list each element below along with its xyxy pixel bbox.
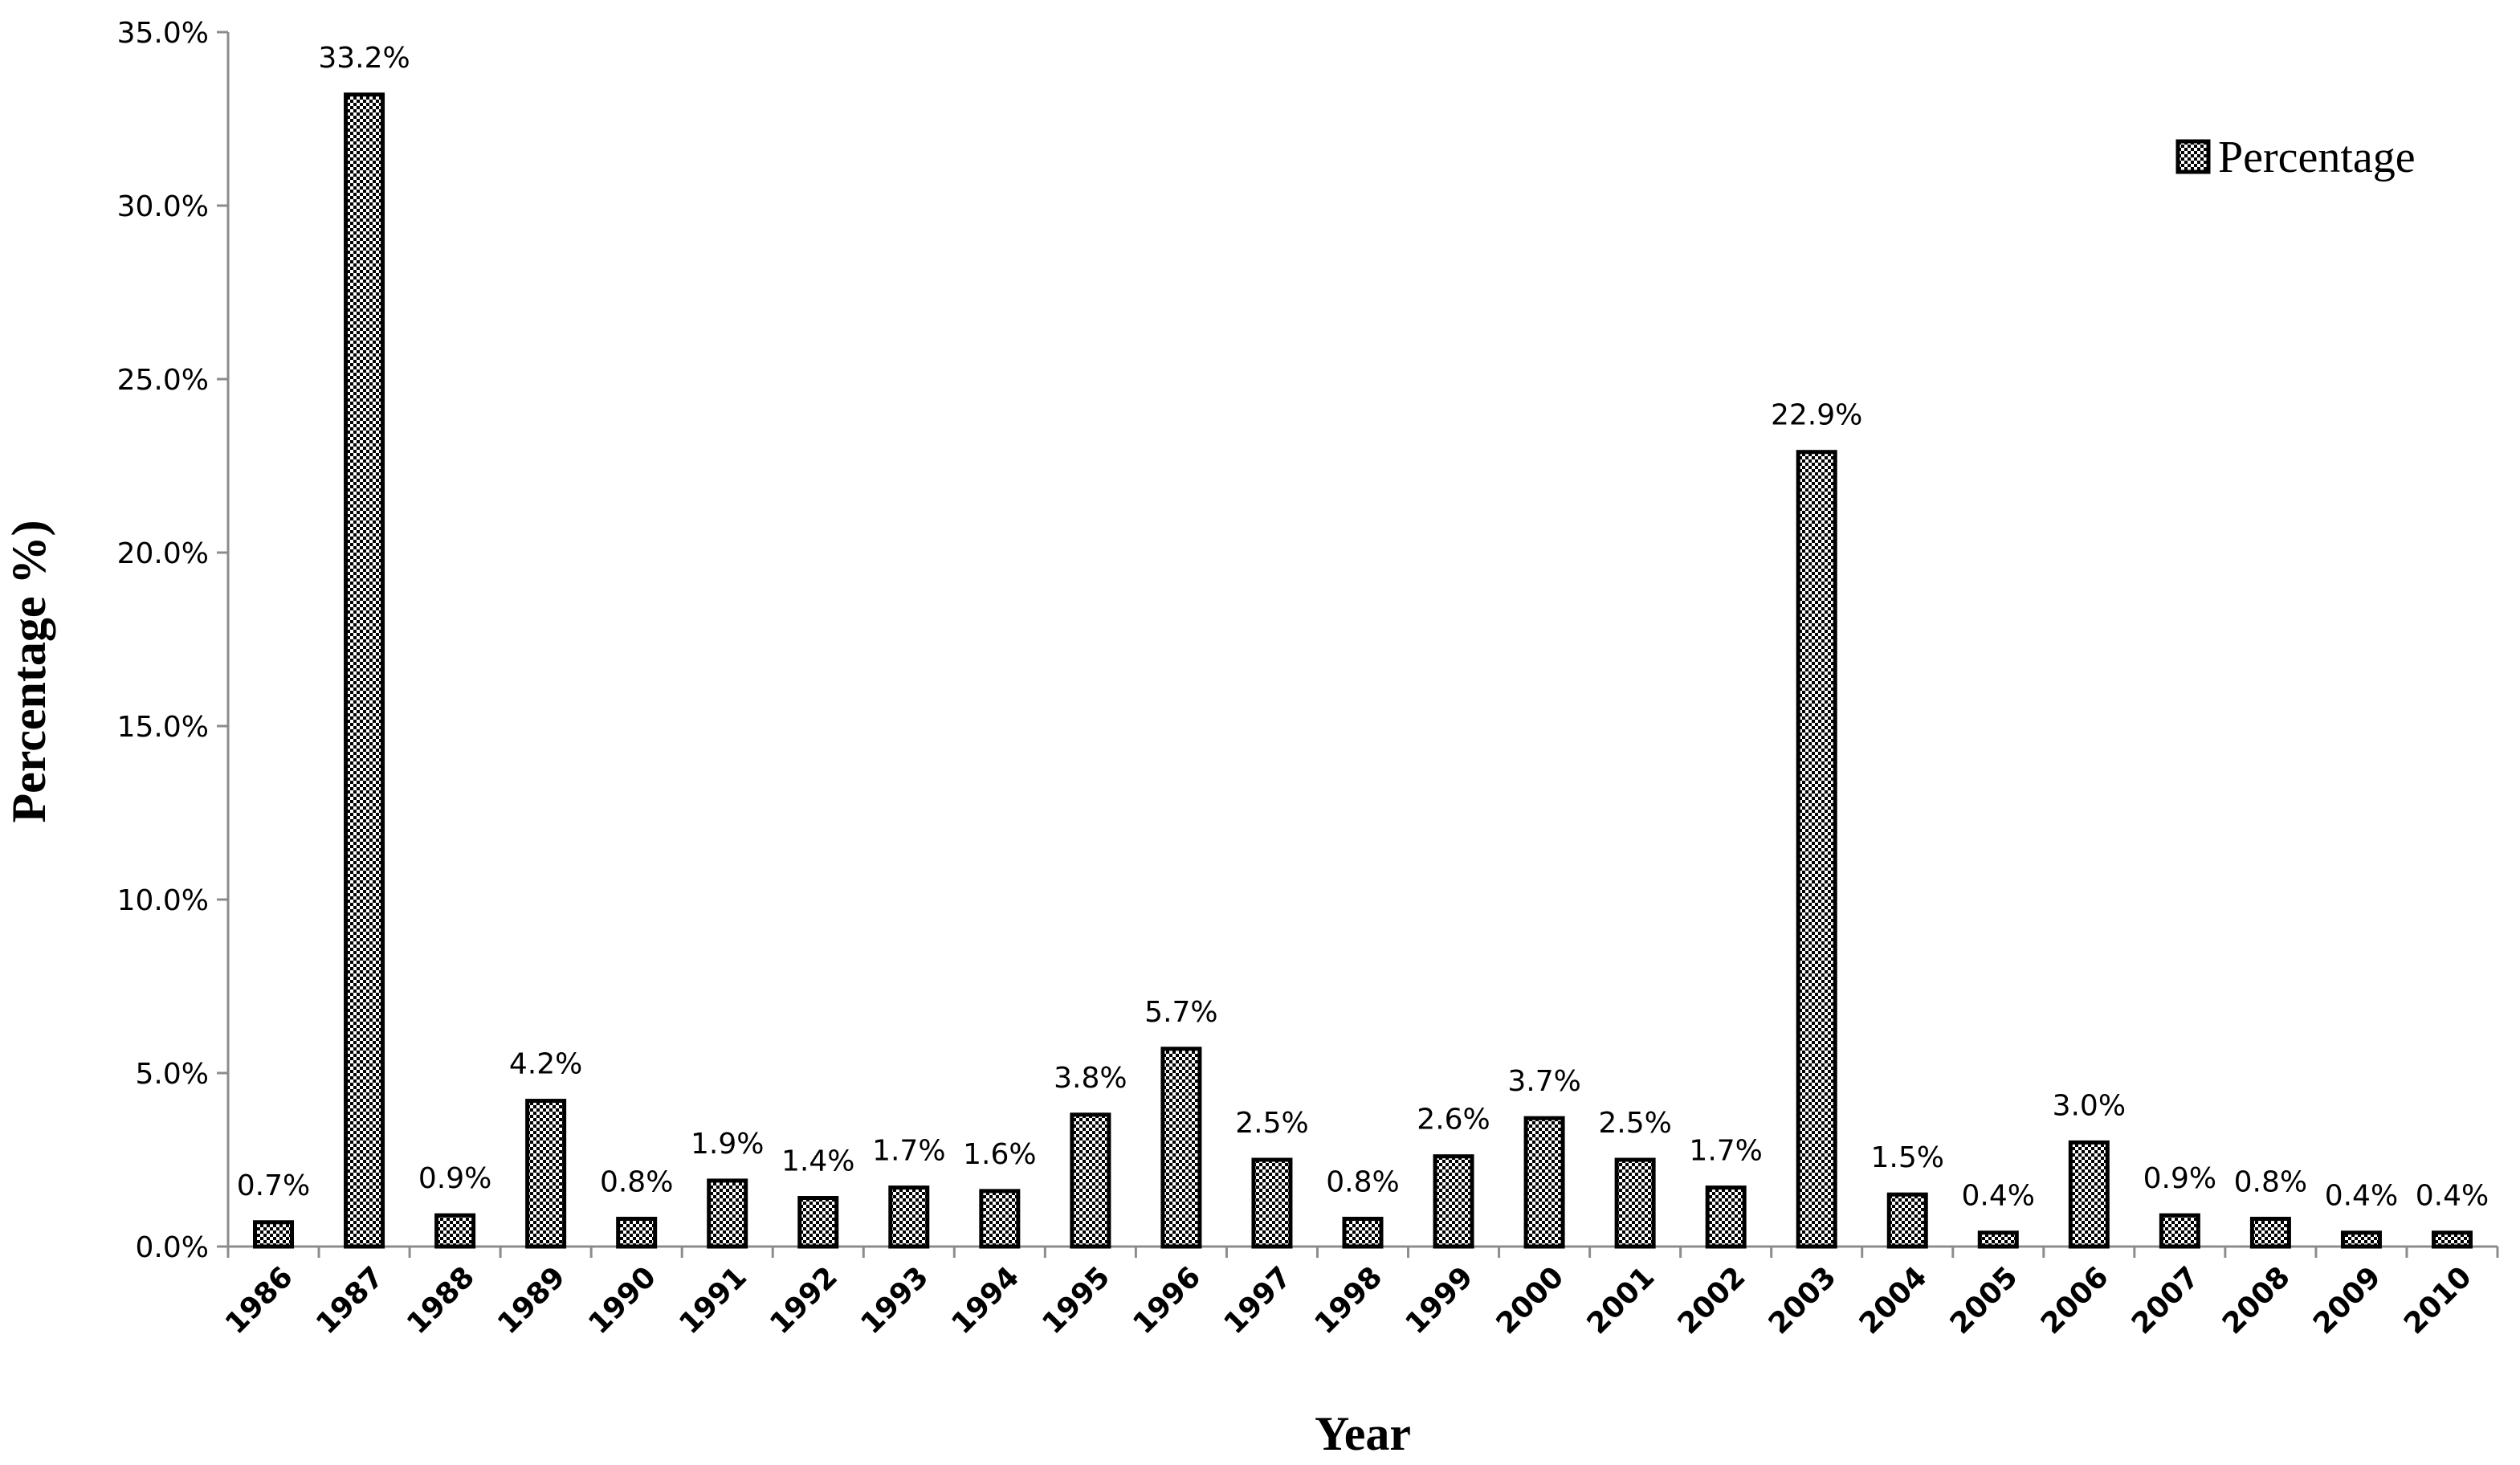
y-tick-label: 10.0% [117, 884, 209, 917]
x-tick-label: 1989 [491, 1260, 572, 1341]
x-tick-label: 1986 [219, 1260, 300, 1341]
legend-label: Percentage [2218, 133, 2416, 182]
y-tick-label: 15.0% [117, 711, 209, 744]
x-axis-title: Year [1315, 1407, 1411, 1460]
x-tick-label: 2002 [1672, 1260, 1752, 1341]
bar [1886, 1192, 1928, 1249]
bar [434, 1213, 476, 1249]
x-tick-label: 1992 [764, 1260, 844, 1341]
x-tick-label: 2006 [2035, 1260, 2115, 1341]
bar [1070, 1112, 1111, 1249]
x-tick-label: 1997 [1217, 1260, 1298, 1341]
data-label: 0.9% [2143, 1162, 2216, 1195]
y-tick-label: 0.0% [136, 1231, 209, 1264]
data-label: 0.4% [1962, 1180, 2035, 1213]
x-tick-label: 1996 [1127, 1260, 1207, 1341]
bar [1614, 1157, 1656, 1249]
bar [1523, 1116, 1565, 1249]
y-tick-label: 20.0% [117, 537, 209, 570]
data-label: 1.4% [781, 1145, 854, 1178]
data-label: 0.9% [418, 1162, 491, 1195]
x-tick-label: 2001 [1581, 1260, 1662, 1341]
x-tick-label: 2009 [2307, 1260, 2387, 1341]
x-tick-label: 1998 [1309, 1260, 1389, 1341]
bar [1251, 1157, 1293, 1249]
x-tick-label: 1988 [401, 1260, 481, 1341]
x-tick-label: 1987 [310, 1260, 390, 1341]
data-label: 0.8% [600, 1165, 673, 1198]
bar [1705, 1185, 1747, 1249]
data-label: 3.0% [2053, 1089, 2126, 1122]
data-label: 0.4% [2325, 1180, 2398, 1213]
data-label: 33.2% [318, 42, 410, 75]
bar [797, 1196, 839, 1249]
bar [1342, 1216, 1384, 1249]
x-tick-label: 2000 [1490, 1260, 1571, 1341]
data-label: 0.8% [2234, 1165, 2307, 1198]
bar [1796, 450, 1837, 1249]
data-label: 2.6% [1417, 1104, 1490, 1136]
data-label: 0.7% [237, 1169, 310, 1202]
bar [2159, 1213, 2200, 1249]
x-tick-label: 1993 [854, 1260, 935, 1341]
data-label: 22.9% [1771, 399, 1862, 432]
bar [525, 1099, 567, 1249]
bar [616, 1216, 658, 1249]
data-label: 1.7% [1689, 1135, 1762, 1168]
legend: Percentage [2175, 133, 2416, 182]
y-tick-label: 5.0% [136, 1058, 209, 1091]
bar [344, 92, 385, 1249]
bar [888, 1185, 930, 1249]
x-tick-label: 1991 [673, 1260, 753, 1341]
y-axis: 0.0% 5.0% 10.0% 15.0% 20.0% 25.0% 30.0% 35.0% [117, 17, 230, 1264]
bar [2431, 1230, 2473, 1249]
bar [2340, 1230, 2382, 1249]
y-tick-label: 25.0% [117, 364, 209, 397]
data-label: 4.2% [509, 1048, 582, 1081]
y-tick-label: 30.0% [117, 190, 209, 223]
data-label: 2.5% [1598, 1107, 1671, 1140]
bar [979, 1189, 1021, 1249]
data-label: 1.9% [691, 1128, 764, 1161]
data-label: 1.6% [963, 1138, 1036, 1171]
bar [1977, 1230, 2019, 1249]
legend-swatch [2175, 139, 2211, 174]
x-tick-label: 2005 [1944, 1260, 2025, 1341]
bar [1433, 1154, 1474, 1249]
y-tick-label: 35.0% [117, 17, 209, 50]
x-tick-label: 2007 [2126, 1260, 2206, 1341]
x-tick-label: 1999 [1400, 1260, 1480, 1341]
x-tick-label: 2004 [1853, 1260, 1934, 1341]
data-label: 0.4% [2416, 1180, 2489, 1213]
bars [253, 92, 2473, 1249]
data-label: 3.8% [1054, 1062, 1127, 1095]
data-label: 5.7% [1144, 996, 1217, 1029]
x-axis: 1986 1987 1988 1989 1990 1991 1992 1993 1994 1995… [219, 1245, 2499, 1341]
data-label: 1.5% [1871, 1141, 1944, 1174]
bar [2249, 1216, 2291, 1249]
data-label: 2.5% [1235, 1107, 1308, 1140]
x-tick-label: 2003 [1763, 1260, 1843, 1341]
x-tick-label: 1990 [582, 1260, 663, 1341]
y-axis-title: Percentage %) [2, 520, 55, 822]
bar [707, 1178, 748, 1249]
data-label: 3.7% [1507, 1065, 1580, 1098]
x-tick-label: 1995 [1036, 1260, 1116, 1341]
bar [1160, 1047, 1202, 1249]
x-tick-label: 2008 [2216, 1260, 2297, 1341]
x-tick-label: 1994 [945, 1260, 1026, 1341]
data-label: 0.8% [1326, 1165, 1399, 1198]
data-labels: 0.7% 33.2% 0.9% 4.2% 0.8% 1.9% 1.4% 1.7% 1.6% 3.8… [237, 42, 2489, 1213]
bar [2068, 1140, 2110, 1249]
x-tick-label: 2010 [2398, 1260, 2478, 1341]
data-label: 1.7% [872, 1135, 945, 1168]
bar [253, 1220, 295, 1249]
